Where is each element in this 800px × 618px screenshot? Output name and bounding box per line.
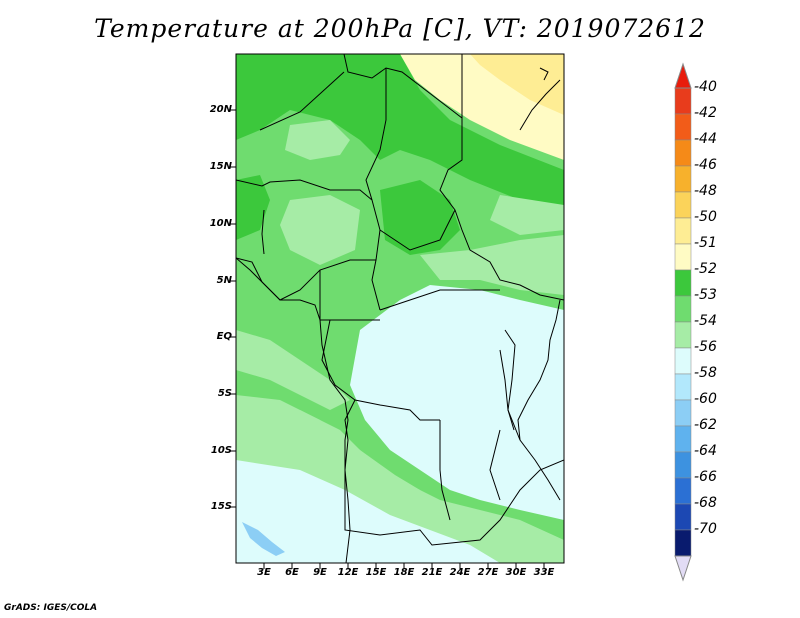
colorbar-level-label: -52 bbox=[694, 261, 717, 277]
colorbar-swatch bbox=[674, 347, 692, 375]
colorbar-level-label: -44 bbox=[694, 131, 717, 147]
lon-label-9e: 9E bbox=[313, 567, 327, 578]
lat-label-10n: 10N bbox=[209, 218, 232, 229]
longitude-ticks bbox=[263, 563, 545, 569]
colorbar-level-label: -64 bbox=[694, 443, 717, 459]
colorbar bbox=[674, 62, 692, 582]
colorbar-swatch bbox=[674, 87, 692, 115]
colorbar-swatch bbox=[674, 269, 692, 297]
colorbar-swatch bbox=[674, 529, 692, 557]
colorbar-swatch bbox=[674, 451, 692, 479]
colorbar-level-label: -51 bbox=[694, 235, 717, 251]
colorbar-level-label: -68 bbox=[694, 495, 717, 511]
lon-label-24e: 24E bbox=[449, 567, 471, 578]
lon-label-30e: 30E bbox=[505, 567, 527, 578]
colorbar-swatch bbox=[674, 373, 692, 401]
lon-label-6e: 6E bbox=[285, 567, 299, 578]
colorbar-bottom-arrow bbox=[674, 555, 692, 582]
lon-label-3e: 3E bbox=[257, 567, 271, 578]
lon-label-27e: 27E bbox=[477, 567, 499, 578]
colorbar-level-label: -58 bbox=[694, 365, 717, 381]
lon-label-33e: 33E bbox=[533, 567, 555, 578]
colorbar-level-label: -56 bbox=[694, 339, 717, 355]
colorbar-swatch bbox=[674, 165, 692, 193]
map-title: Temperature at 200hPa [C], VT: 201907261… bbox=[94, 14, 706, 43]
lat-label-5s: 5S bbox=[217, 388, 232, 399]
colorbar-level-label: -40 bbox=[694, 79, 717, 95]
lat-label-5n: 5N bbox=[216, 275, 232, 286]
map-frame bbox=[235, 53, 565, 564]
latitude-ticks bbox=[230, 109, 236, 508]
lon-label-21e: 21E bbox=[421, 567, 443, 578]
lat-label-10s: 10S bbox=[210, 445, 232, 456]
colorbar-swatch bbox=[674, 191, 692, 219]
colorbar-level-label: -46 bbox=[694, 157, 717, 173]
lat-label-15s: 15S bbox=[210, 501, 232, 512]
colorbar-swatch bbox=[674, 243, 692, 271]
temperature-field bbox=[236, 54, 564, 563]
colorbar-level-label: -70 bbox=[694, 521, 717, 537]
lat-label-15n: 15N bbox=[209, 161, 232, 172]
colorbar-swatch bbox=[674, 477, 692, 505]
colorbar-level-label: -42 bbox=[694, 105, 717, 121]
colorbar-swatch bbox=[674, 113, 692, 141]
colorbar-swatch bbox=[674, 425, 692, 453]
lon-label-15e: 15E bbox=[365, 567, 387, 578]
colorbar-swatch bbox=[674, 503, 692, 531]
colorbar-swatch bbox=[674, 217, 692, 245]
grads-credit: GrADS: IGES/COLA bbox=[4, 603, 98, 613]
lon-label-18e: 18E bbox=[393, 567, 415, 578]
colorbar-swatch bbox=[674, 399, 692, 427]
lon-label-12e: 12E bbox=[337, 567, 359, 578]
colorbar-level-label: -53 bbox=[694, 287, 717, 303]
colorbar-swatch bbox=[674, 295, 692, 323]
colorbar-level-label: -60 bbox=[694, 391, 717, 407]
political-boundaries bbox=[236, 54, 564, 563]
lat-label-20n: 20N bbox=[209, 104, 232, 115]
colorbar-level-label: -62 bbox=[694, 417, 717, 433]
colorbar-swatch bbox=[674, 321, 692, 349]
lat-label-eq: EQ bbox=[216, 331, 232, 342]
colorbar-top-arrow bbox=[674, 62, 692, 89]
colorbar-swatch bbox=[674, 139, 692, 167]
colorbar-level-label: -54 bbox=[694, 313, 717, 329]
colorbar-level-label: -48 bbox=[694, 183, 717, 199]
colorbar-level-label: -66 bbox=[694, 469, 717, 485]
colorbar-level-label: -50 bbox=[694, 209, 717, 225]
